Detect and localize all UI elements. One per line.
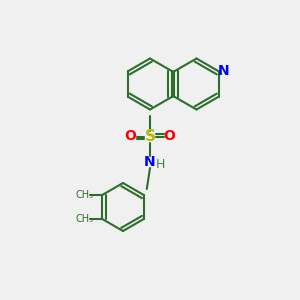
Text: H: H xyxy=(156,158,165,172)
Text: S: S xyxy=(145,129,155,144)
Text: O: O xyxy=(124,130,136,143)
Text: N: N xyxy=(144,155,156,169)
Text: O: O xyxy=(164,130,175,143)
Text: N: N xyxy=(217,64,229,78)
Text: CH₃: CH₃ xyxy=(75,214,93,224)
Text: CH₃: CH₃ xyxy=(75,190,93,200)
